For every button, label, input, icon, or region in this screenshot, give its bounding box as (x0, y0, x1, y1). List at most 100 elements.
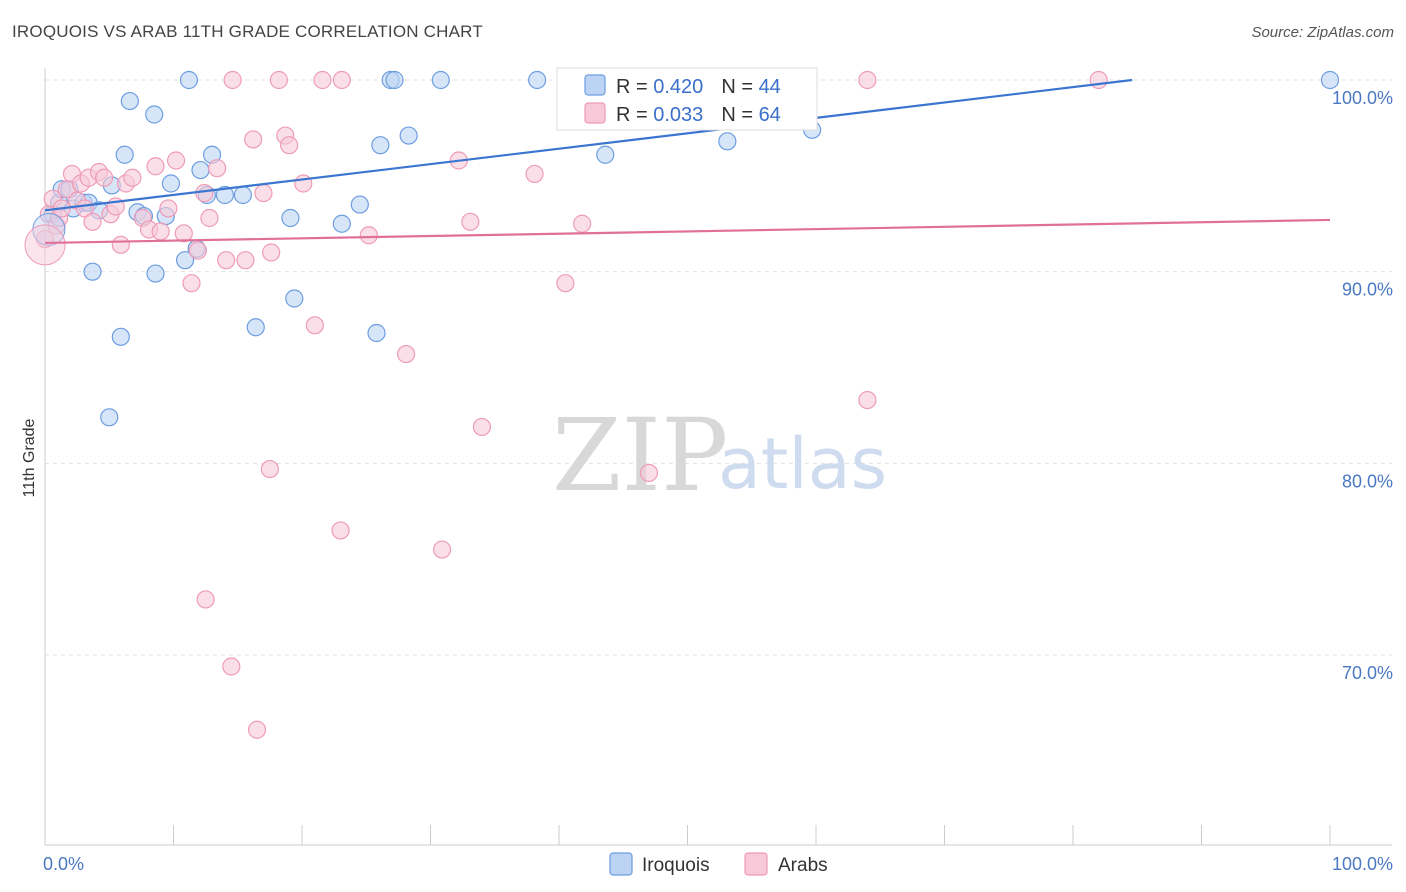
data-point-iroquois (161, 174, 181, 193)
x-tick-labels: 0.0% 100.0% (43, 854, 1393, 874)
data-point-arabs (244, 130, 263, 149)
watermark: ZIP atlas (552, 397, 887, 514)
data-point-arabs (254, 183, 273, 203)
data-point-arabs (223, 70, 242, 90)
data-point-iroquois (285, 289, 304, 308)
data-point-arabs (83, 212, 102, 231)
data-point-arabs (280, 136, 299, 155)
data-point-arabs (196, 590, 215, 609)
data-point-iroquois (718, 132, 737, 151)
y-tick-label: 90.0% (1342, 280, 1393, 300)
data-point-arabs (200, 208, 219, 228)
chart-title: IROQUOIS VS ARAB 11TH GRADE CORRELATION … (12, 22, 483, 41)
y-axis-label: 11th Grade (21, 418, 38, 497)
data-point-arabs (174, 224, 193, 243)
data-point-arabs (305, 316, 324, 335)
watermark-atlas: atlas (718, 423, 887, 505)
y-tick-label: 100.0% (1332, 88, 1393, 108)
data-point-iroquois (233, 185, 252, 205)
data-point-arabs (217, 251, 236, 270)
data-point-arabs (166, 151, 186, 170)
legend-n-label: N = (721, 104, 758, 126)
data-point-arabs (331, 521, 350, 540)
data-point-iroquois (246, 318, 265, 337)
data-point-iroquois (332, 214, 351, 233)
data-point-iroquois (111, 327, 130, 346)
data-point-iroquois (115, 145, 134, 164)
data-point-iroquois (367, 323, 386, 343)
legend-r-value: 0.033 (653, 104, 703, 126)
data-point-arabs (639, 463, 659, 483)
data-point-arabs (222, 657, 241, 676)
series-legend-label-arabs: Arabs (778, 855, 828, 876)
data-point-arabs (24, 224, 66, 266)
data-point-iroquois (528, 70, 547, 90)
source-credit: Source: ZipAtlas.com (1251, 24, 1394, 41)
y-tick-label: 80.0% (1342, 471, 1393, 491)
data-point-arabs (95, 168, 114, 187)
legend-r-label: R = (616, 104, 653, 126)
trend-line-iroquois (44, 78, 1133, 212)
data-point-arabs (556, 274, 575, 293)
data-point-iroquois (120, 91, 139, 111)
data-point-arabs (247, 720, 267, 739)
y-tick-label: 70.0% (1342, 663, 1393, 683)
data-point-arabs (159, 199, 178, 218)
data-point-arabs (146, 157, 165, 176)
legend-r-value: 0.420 (653, 76, 703, 98)
trend-line-arabs (44, 218, 1331, 245)
data-point-arabs (260, 459, 279, 479)
data-point-arabs (195, 183, 214, 203)
trend-lines (44, 78, 1331, 245)
stats-legend: R = 0.420 N = 44 R = 0.033 N = 64 (556, 67, 818, 131)
data-point-arabs (182, 274, 201, 293)
series-legend: Iroquois Arabs (609, 852, 828, 876)
data-point-arabs (573, 214, 592, 233)
data-point-arabs (472, 417, 491, 437)
data-point-arabs (359, 226, 378, 245)
data-point-iroquois (596, 145, 615, 164)
legend-row-iroquois: R = 0.420 N = 44 (616, 76, 781, 98)
data-point-iroquois (281, 208, 300, 228)
gridlines (45, 79, 1392, 656)
data-point-arabs (858, 390, 877, 410)
y-tick-labels: 100.0% 90.0% 80.0% 70.0% (1332, 88, 1393, 683)
data-point-iroquois (83, 262, 102, 281)
data-point-arabs (432, 540, 452, 559)
data-point-arabs (188, 241, 208, 260)
data-point-arabs (208, 159, 227, 178)
data-point-iroquois (385, 70, 404, 90)
axes (44, 68, 1392, 846)
series-legend-swatch-iroquois (609, 852, 633, 876)
data-point-iroquois (175, 251, 195, 270)
data-point-arabs (269, 70, 288, 90)
data-point-arabs (236, 251, 255, 270)
series-legend-label-iroquois: Iroquois (642, 855, 710, 876)
data-point-iroquois (179, 70, 199, 90)
data-point-arabs (461, 212, 480, 231)
data-point-iroquois (350, 195, 369, 214)
legend-n-value: 64 (759, 104, 781, 126)
data-point-arabs (111, 235, 130, 254)
legend-n-value: 44 (759, 76, 781, 98)
data-point-arabs (262, 243, 281, 262)
data-point-arabs (123, 168, 142, 187)
legend-r-label: R = (616, 76, 653, 98)
data-point-arabs (525, 164, 544, 184)
data-point-iroquois (431, 70, 450, 90)
data-point-iroquois (145, 105, 164, 124)
data-point-iroquois (100, 408, 119, 427)
data-point-iroquois (191, 160, 210, 180)
data-point-iroquois (371, 136, 390, 155)
legend-swatch-arabs (584, 102, 606, 124)
data-point-arabs (396, 344, 416, 364)
x-tick-label: 100.0% (1332, 854, 1393, 874)
data-point-iroquois (1320, 70, 1340, 90)
data-point-iroquois (399, 126, 418, 145)
x-tick-label: 0.0% (43, 854, 84, 874)
data-point-arabs (858, 70, 877, 90)
data-point-arabs (151, 222, 170, 241)
data-point-iroquois (146, 264, 165, 283)
data-point-arabs (332, 70, 351, 90)
